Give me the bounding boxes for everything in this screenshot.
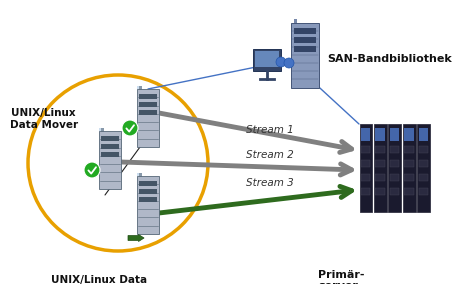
FancyBboxPatch shape (137, 172, 139, 176)
FancyBboxPatch shape (101, 128, 104, 189)
FancyBboxPatch shape (404, 174, 414, 181)
Text: Stream 1: Stream 1 (246, 125, 294, 135)
Text: Primär-
server: Primär- server (318, 270, 365, 284)
FancyBboxPatch shape (255, 51, 279, 67)
FancyBboxPatch shape (375, 174, 385, 181)
FancyBboxPatch shape (404, 128, 414, 141)
FancyBboxPatch shape (375, 188, 385, 195)
FancyBboxPatch shape (137, 176, 159, 234)
FancyBboxPatch shape (101, 136, 119, 141)
FancyBboxPatch shape (390, 160, 399, 167)
FancyBboxPatch shape (375, 160, 385, 167)
FancyBboxPatch shape (361, 174, 370, 181)
FancyBboxPatch shape (294, 18, 297, 87)
FancyBboxPatch shape (137, 89, 159, 147)
FancyBboxPatch shape (361, 146, 370, 153)
FancyBboxPatch shape (390, 174, 399, 181)
FancyBboxPatch shape (360, 124, 372, 212)
FancyBboxPatch shape (139, 110, 157, 115)
FancyBboxPatch shape (419, 146, 428, 153)
FancyBboxPatch shape (403, 124, 416, 212)
FancyBboxPatch shape (390, 146, 399, 153)
FancyBboxPatch shape (390, 188, 399, 195)
FancyBboxPatch shape (139, 102, 157, 107)
Circle shape (84, 162, 100, 178)
FancyBboxPatch shape (294, 45, 316, 51)
FancyBboxPatch shape (361, 128, 370, 141)
FancyBboxPatch shape (139, 197, 157, 202)
Circle shape (284, 58, 294, 68)
FancyBboxPatch shape (374, 124, 387, 212)
FancyBboxPatch shape (139, 172, 142, 234)
Text: UNIX/Linux
Data Mover: UNIX/Linux Data Mover (10, 108, 78, 130)
FancyBboxPatch shape (101, 144, 119, 149)
FancyBboxPatch shape (375, 128, 385, 141)
FancyBboxPatch shape (419, 128, 428, 141)
FancyBboxPatch shape (361, 188, 370, 195)
FancyBboxPatch shape (419, 174, 428, 181)
FancyBboxPatch shape (99, 128, 101, 131)
FancyBboxPatch shape (139, 94, 157, 99)
Text: Stream 2: Stream 2 (246, 150, 294, 160)
FancyBboxPatch shape (388, 124, 401, 212)
FancyBboxPatch shape (419, 188, 428, 195)
FancyBboxPatch shape (404, 160, 414, 167)
FancyBboxPatch shape (361, 160, 370, 167)
FancyBboxPatch shape (99, 131, 121, 189)
FancyBboxPatch shape (419, 160, 428, 167)
FancyBboxPatch shape (294, 37, 316, 43)
Circle shape (122, 120, 138, 136)
FancyBboxPatch shape (291, 22, 319, 87)
FancyBboxPatch shape (404, 188, 414, 195)
FancyBboxPatch shape (294, 28, 316, 34)
FancyBboxPatch shape (253, 49, 281, 71)
FancyBboxPatch shape (417, 124, 430, 212)
FancyBboxPatch shape (139, 85, 142, 147)
FancyArrow shape (128, 235, 144, 241)
FancyBboxPatch shape (375, 146, 385, 153)
FancyBboxPatch shape (390, 128, 399, 141)
FancyBboxPatch shape (139, 181, 157, 186)
Text: UNIX/Linux Data
Mover-Sicherung: UNIX/Linux Data Mover-Sicherung (49, 275, 149, 284)
Text: Stream 3: Stream 3 (246, 178, 294, 188)
Circle shape (276, 57, 286, 67)
Text: SAN-Bandbibliothek: SAN-Bandbibliothek (327, 54, 452, 64)
FancyBboxPatch shape (137, 85, 139, 89)
FancyBboxPatch shape (101, 152, 119, 157)
FancyBboxPatch shape (404, 146, 414, 153)
FancyBboxPatch shape (139, 189, 157, 194)
